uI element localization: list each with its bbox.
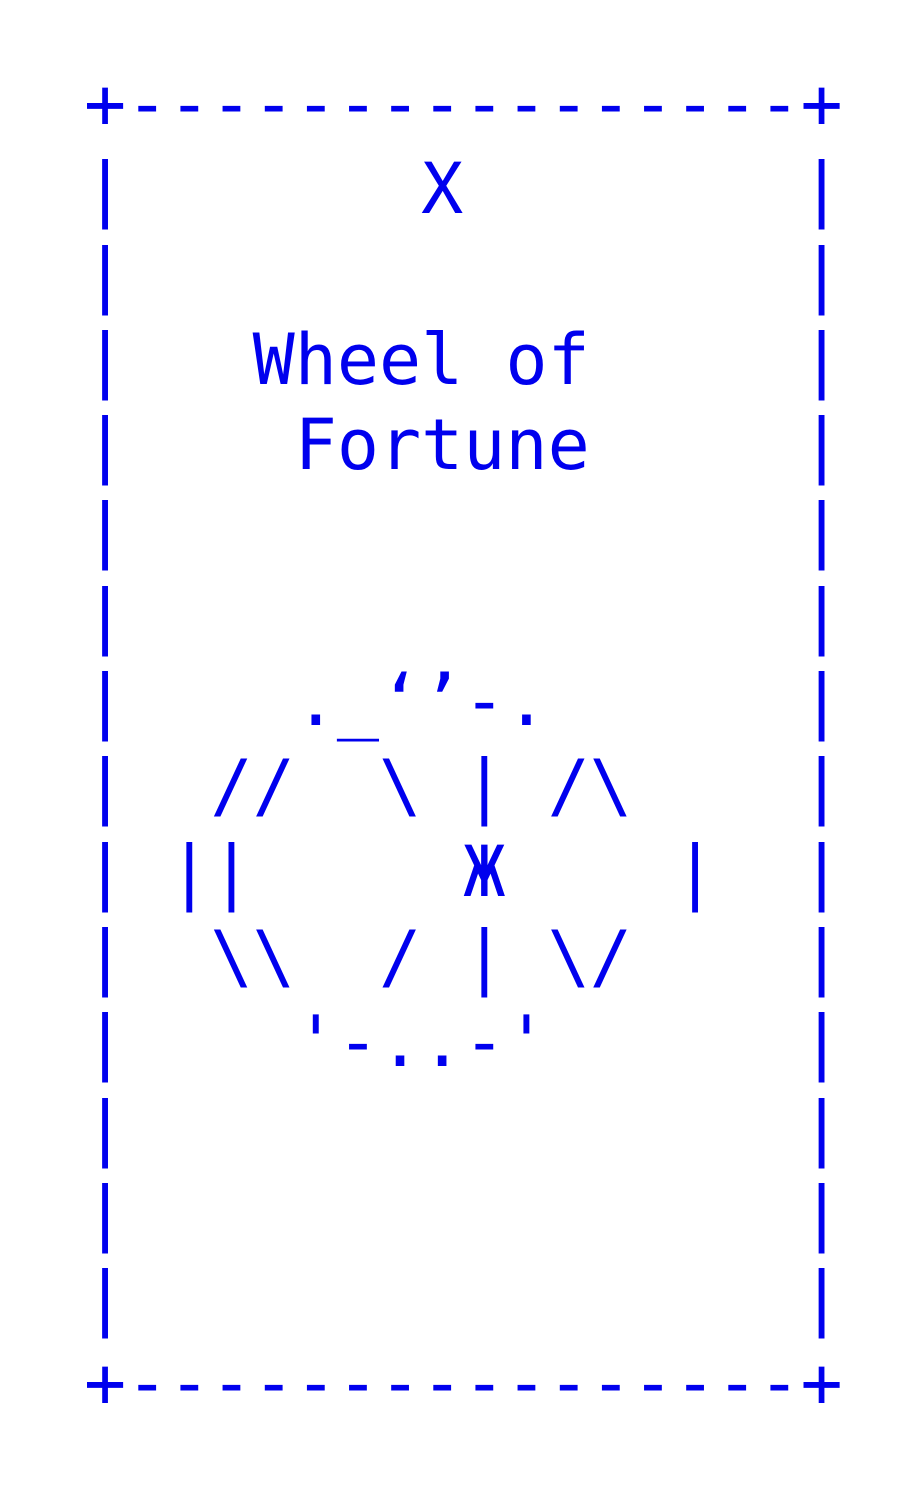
wheel-art-line-1: | ._‘’-. | <box>84 660 843 743</box>
wheel-art-line-4: | \\ / | \/ | <box>84 915 843 998</box>
card-bottom-border: +----------------+ <box>84 1342 843 1425</box>
card-title-line-2: | Fortune | <box>84 404 843 487</box>
wheel-art-line-3: | || Ж | | <box>84 830 843 913</box>
card-top-border: +----------------+ <box>84 63 843 145</box>
card-blank-line: | | <box>84 489 843 572</box>
card-blank-line: | | <box>84 233 843 316</box>
card-number-line: | X | <box>84 148 843 231</box>
card-blank-line: | | <box>84 1171 843 1254</box>
card-blank-line: | | <box>84 1257 843 1340</box>
wheel-art-line-5: | '-..-' | <box>84 1001 843 1084</box>
wheel-art-line-2: | // \ | /\ | <box>84 745 843 828</box>
card-blank-line: | | <box>84 574 843 657</box>
card-blank-line: | | <box>84 1086 843 1169</box>
card-title-line-1: | Wheel of | <box>84 318 843 401</box>
tarot-card-ascii-art: +----------------+ | X | | | | Wheel of | | … <box>84 62 843 1427</box>
